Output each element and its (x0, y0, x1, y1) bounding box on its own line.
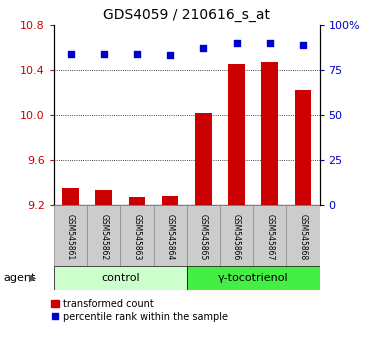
Bar (95, 189, 112, 205)
Text: GSM545868: GSM545868 (298, 214, 308, 261)
Text: GSM545862: GSM545862 (99, 214, 108, 261)
Text: GSM545865: GSM545865 (199, 214, 208, 261)
Bar (129, 198, 145, 205)
Point (167, 53, 173, 58)
Title: GDS4059 / 210616_s_at: GDS4059 / 210616_s_at (103, 8, 270, 22)
Bar (154, 205, 187, 266)
Bar (54, 205, 87, 266)
Text: ▶: ▶ (29, 273, 37, 283)
Bar (54, 266, 187, 290)
Text: GSM545861: GSM545861 (66, 214, 75, 261)
Bar (195, 113, 212, 205)
Text: control: control (101, 273, 140, 283)
Text: agent: agent (4, 273, 36, 283)
Legend: transformed count, percentile rank within the sample: transformed count, percentile rank withi… (51, 299, 228, 321)
Bar (295, 90, 311, 205)
Text: GSM545863: GSM545863 (132, 214, 141, 261)
Bar (253, 205, 286, 266)
Bar (228, 64, 245, 205)
Point (267, 40, 273, 46)
Text: GSM545867: GSM545867 (265, 214, 274, 261)
Text: GSM545866: GSM545866 (232, 214, 241, 261)
Bar (220, 205, 253, 266)
Bar (87, 205, 121, 266)
Point (100, 51, 107, 57)
Text: GSM545864: GSM545864 (166, 214, 175, 261)
Bar (286, 205, 320, 266)
Point (134, 51, 140, 57)
Bar (261, 62, 278, 205)
Bar (187, 205, 220, 266)
Point (233, 40, 239, 46)
Point (200, 45, 206, 51)
Text: γ-tocotrienol: γ-tocotrienol (218, 273, 288, 283)
Bar (162, 196, 178, 205)
Bar (62, 188, 79, 205)
Bar (187, 266, 320, 290)
Point (67, 51, 74, 57)
Bar (120, 205, 154, 266)
Point (300, 42, 306, 47)
